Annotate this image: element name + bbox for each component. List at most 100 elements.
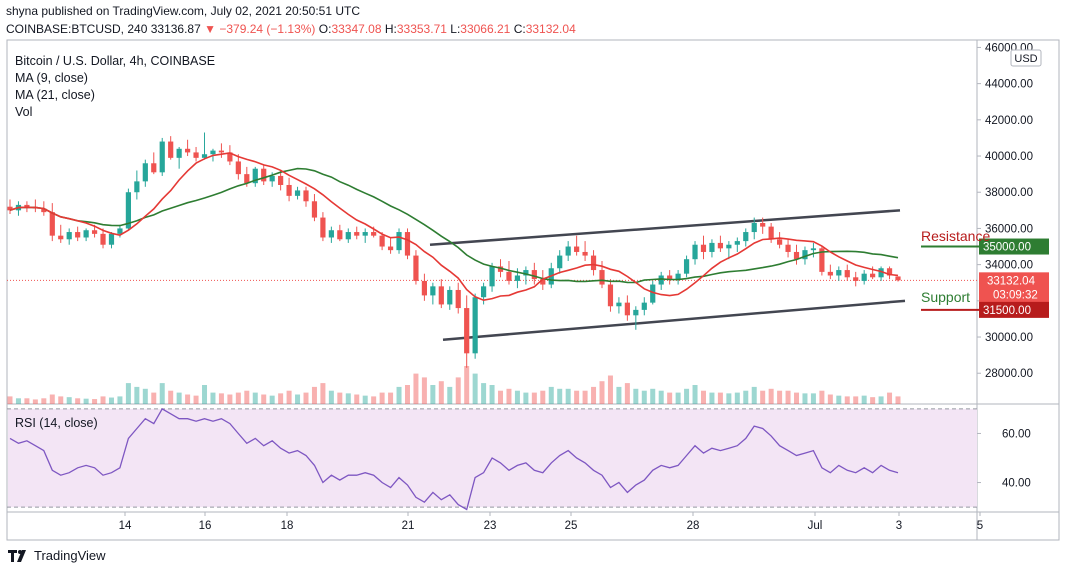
candle-body bbox=[658, 275, 664, 285]
tradingview-footer[interactable]: TradingView bbox=[8, 545, 106, 565]
volume-bar bbox=[227, 394, 233, 404]
time-axis-label: 5 bbox=[977, 520, 983, 532]
time-axis-label: Jul bbox=[808, 520, 823, 532]
candle-body bbox=[726, 244, 732, 249]
volume-bar bbox=[861, 395, 867, 404]
candle-body bbox=[125, 192, 131, 229]
last-price-box bbox=[979, 272, 1049, 303]
volume-bar bbox=[844, 396, 850, 404]
volume-bar bbox=[58, 396, 64, 404]
candle-body bbox=[844, 270, 850, 278]
price-axis-label: 38000.00 bbox=[985, 187, 1033, 199]
volume-bar bbox=[675, 392, 681, 404]
resistance-label: Resistance bbox=[921, 228, 991, 244]
legend-vol: Vol bbox=[15, 105, 33, 119]
candle-body bbox=[185, 148, 191, 153]
rsi-axis-label: 60.00 bbox=[1002, 428, 1031, 440]
candle-body bbox=[624, 302, 630, 316]
candle-body bbox=[700, 244, 707, 252]
legend-rsi: RSI (14, close) bbox=[15, 416, 98, 430]
volume-bar bbox=[658, 390, 664, 404]
volume-bar bbox=[404, 385, 410, 404]
volume-bar bbox=[430, 385, 436, 404]
volume-bar bbox=[92, 399, 98, 404]
volume-bar bbox=[168, 390, 174, 404]
volume-bar bbox=[7, 396, 13, 404]
legend-ma21: MA (21, close) bbox=[15, 88, 95, 102]
volume-bar bbox=[100, 396, 106, 404]
support-price-box bbox=[979, 301, 1049, 318]
volume-bar bbox=[607, 375, 613, 404]
last-price: 33136.87 bbox=[150, 22, 201, 36]
volume-bar bbox=[768, 388, 774, 404]
volume-bar bbox=[819, 390, 825, 404]
volume-bar bbox=[388, 392, 394, 404]
volume-bar bbox=[582, 390, 588, 404]
volume-bar bbox=[108, 397, 114, 404]
candle-body bbox=[235, 161, 241, 175]
volume-bar bbox=[489, 385, 495, 404]
volume-bar bbox=[252, 392, 258, 404]
candle-body bbox=[49, 212, 55, 236]
candle-body bbox=[252, 168, 258, 184]
candle-body bbox=[168, 141, 174, 158]
candle-body bbox=[557, 255, 563, 269]
candle-body bbox=[667, 275, 673, 280]
candle-body bbox=[218, 150, 225, 153]
candle-body bbox=[261, 168, 267, 182]
volume-bar bbox=[498, 390, 504, 404]
candle-body bbox=[870, 273, 876, 278]
volume-bar bbox=[41, 398, 47, 404]
legend-title: Bitcoin / U.S. Dollar, 4h, COINBASE bbox=[15, 54, 216, 68]
volume-bar bbox=[337, 392, 343, 404]
volume-bar bbox=[760, 390, 766, 404]
volume-bar bbox=[83, 398, 89, 404]
candle-body bbox=[134, 181, 140, 193]
volume-bar bbox=[176, 392, 182, 404]
candle-body bbox=[675, 273, 681, 280]
price-axis-label: 42000.00 bbox=[985, 115, 1033, 127]
price-axis-label: 40000.00 bbox=[985, 151, 1033, 163]
volume-bar bbox=[142, 388, 148, 404]
volume-bar bbox=[514, 390, 520, 404]
volume-bar bbox=[193, 395, 199, 404]
volume-bar bbox=[574, 390, 580, 404]
candle-body bbox=[193, 152, 199, 158]
currency-box bbox=[1010, 49, 1042, 67]
volume-bar bbox=[244, 390, 250, 404]
volume-bar bbox=[684, 388, 690, 404]
volume-bar bbox=[777, 390, 783, 404]
candle-body bbox=[66, 232, 72, 240]
candle-body bbox=[607, 284, 614, 307]
volume-bar bbox=[650, 388, 656, 404]
candle-body bbox=[379, 235, 385, 247]
candle-body bbox=[683, 259, 690, 274]
support-label: Support bbox=[921, 289, 971, 305]
volume-bar bbox=[269, 395, 275, 404]
candle-body bbox=[827, 271, 833, 276]
close-value: 33132.04 bbox=[525, 22, 576, 36]
channel-upper-line bbox=[429, 209, 901, 246]
candle-body bbox=[802, 250, 808, 260]
countdown-label: 03:09:32 bbox=[993, 289, 1038, 301]
volume-bar bbox=[134, 386, 140, 404]
volume-bar bbox=[472, 373, 478, 404]
ohlc-line: COINBASE:BTCUSD, 240 33136.87 ▼ −379.24 … bbox=[6, 22, 576, 36]
candle-body bbox=[320, 217, 326, 238]
candle-body bbox=[523, 270, 529, 276]
candle-body bbox=[514, 275, 521, 281]
time-axis-label: 3 bbox=[896, 520, 902, 532]
volume-bar bbox=[887, 392, 893, 404]
tradingview-logo-icon bbox=[8, 550, 26, 562]
time-axis-label: 25 bbox=[565, 520, 578, 532]
candle-body bbox=[633, 309, 639, 316]
volume-bar bbox=[751, 386, 757, 404]
volume-bar bbox=[616, 386, 622, 404]
candle-body bbox=[438, 286, 444, 305]
volume-bar bbox=[202, 385, 208, 404]
support-price-label: 31500.00 bbox=[983, 305, 1031, 317]
candle-body bbox=[768, 226, 774, 240]
low-value: 33066.21 bbox=[460, 22, 511, 36]
volume-bar bbox=[286, 390, 292, 404]
